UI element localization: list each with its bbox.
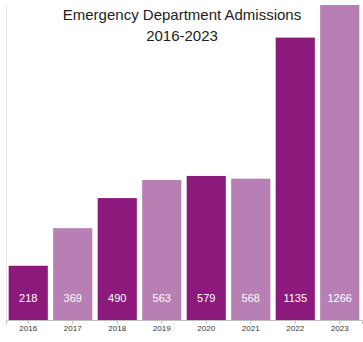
bar xyxy=(187,176,226,320)
x-tick: 2021 xyxy=(242,320,260,333)
data-label: 579 xyxy=(197,292,215,304)
data-label: 1135 xyxy=(283,292,307,304)
x-tick-label: 2016 xyxy=(19,324,37,333)
x-tick: 2018 xyxy=(108,320,126,333)
data-label: 218 xyxy=(19,292,37,304)
x-tick-label: 2019 xyxy=(153,324,171,333)
bars xyxy=(9,5,360,320)
data-label: 369 xyxy=(64,292,82,304)
bar xyxy=(98,198,137,320)
x-axis: 2016 2017 2018 2019 2020 2021 2022 2023 xyxy=(7,320,363,333)
bar xyxy=(276,38,315,320)
chart: 2183694905635795681135126620162017201820… xyxy=(0,0,363,342)
data-label: 490 xyxy=(108,292,126,304)
data-label: 568 xyxy=(242,292,260,304)
x-tick-label: 2020 xyxy=(197,324,215,333)
x-tick-label: 2018 xyxy=(108,324,126,333)
x-axis-line xyxy=(7,321,363,325)
subtitle: 2016-2023 xyxy=(146,27,218,44)
x-tick-label: 2023 xyxy=(331,324,349,333)
bar xyxy=(231,179,270,320)
bar xyxy=(320,5,359,320)
x-tick: 2016 xyxy=(19,320,37,333)
x-tick-label: 2017 xyxy=(64,324,82,333)
y-axis-line xyxy=(6,6,7,321)
bar xyxy=(9,266,48,320)
bar xyxy=(142,180,181,320)
x-tick-label: 2022 xyxy=(286,324,304,333)
title: Emergency Department Admissions xyxy=(63,6,301,23)
data-labels: 218 369 490 563 579 568 1135 1266 xyxy=(19,292,352,304)
title-group: Emergency Department Admissions 2016-2023 xyxy=(63,6,301,44)
x-tick: 2022 xyxy=(286,320,304,333)
x-tick: 2017 xyxy=(64,320,82,333)
x-tick: 2020 xyxy=(197,320,215,333)
y-axis xyxy=(6,6,7,321)
data-label: 1266 xyxy=(328,292,352,304)
x-tick-label: 2021 xyxy=(242,324,260,333)
bar xyxy=(53,228,92,320)
x-tick: 2019 xyxy=(153,320,171,333)
x-tick: 2023 xyxy=(331,320,349,333)
data-label: 563 xyxy=(153,292,171,304)
